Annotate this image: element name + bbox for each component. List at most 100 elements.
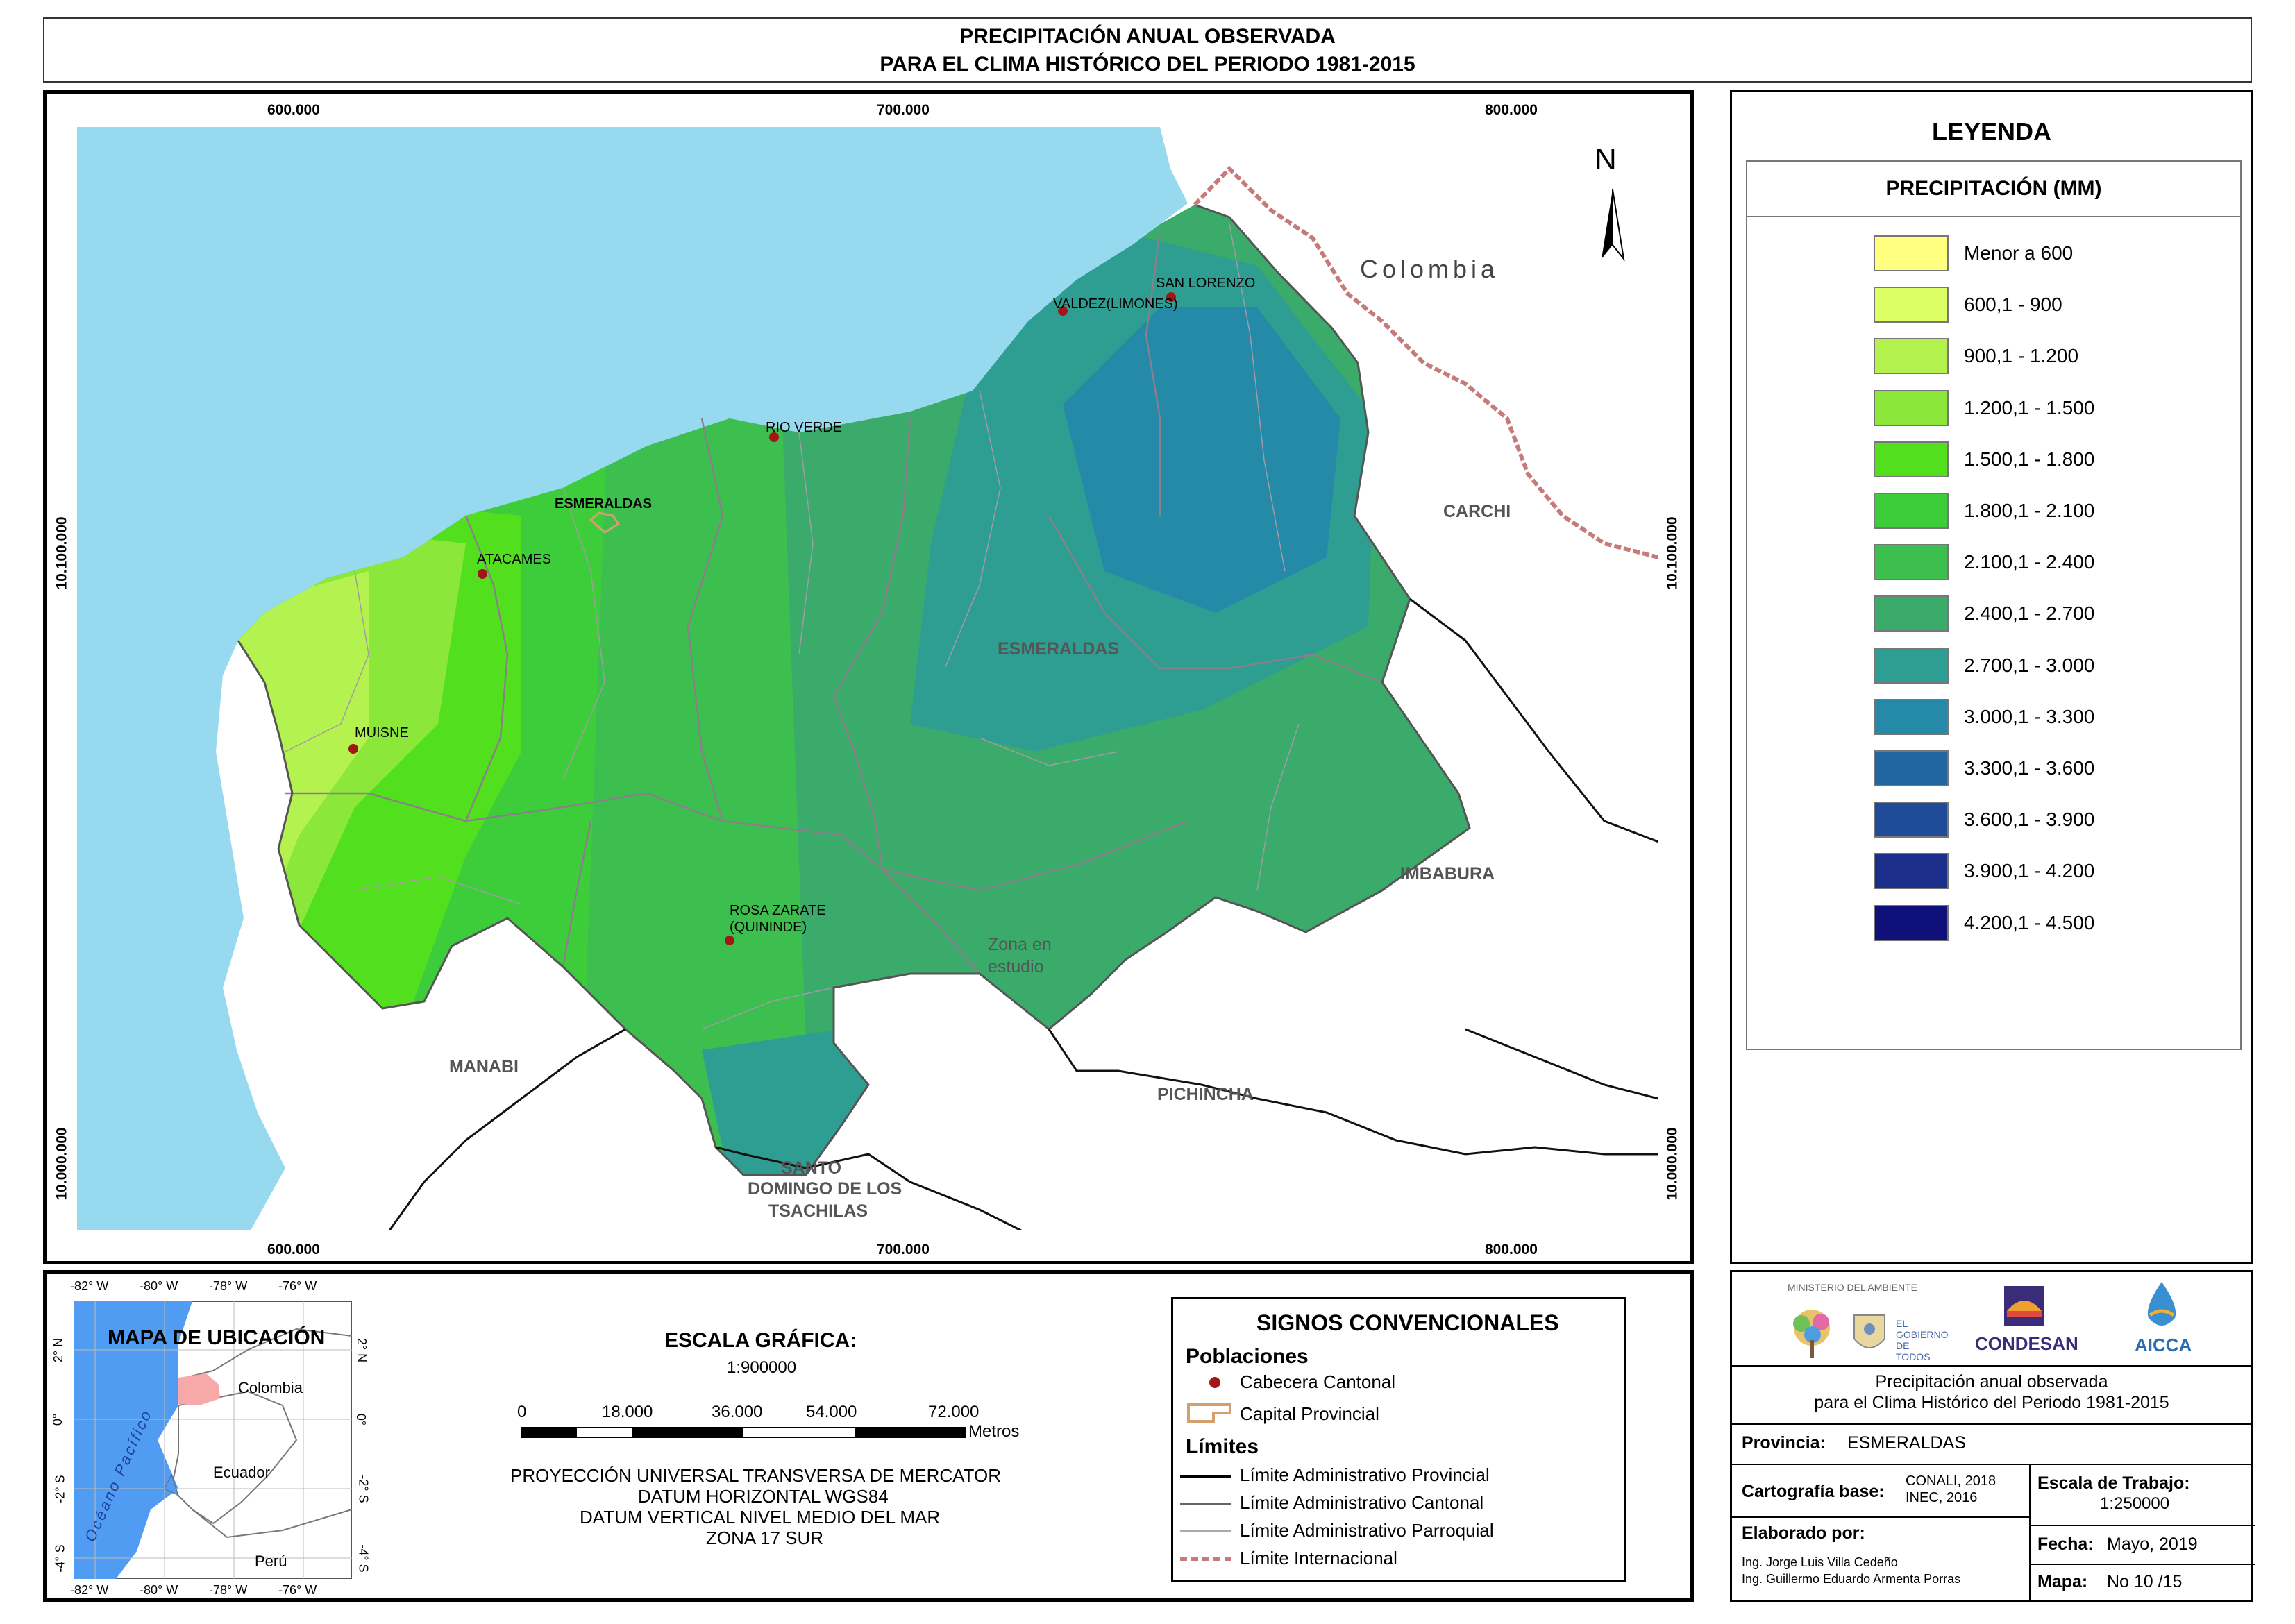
info-panel: MINISTERIO DEL AMBIENTE EL GOBIERNO DE T… xyxy=(1730,1270,2255,1602)
loc-x-tick-top-78: -78° W xyxy=(209,1279,248,1293)
signs-provincial: Límite Administrativo Provincial xyxy=(1240,1464,1490,1485)
legend-title: LEYENDA xyxy=(1931,117,2052,146)
cartografia-source-2: INEC, 2016 xyxy=(1906,1490,1978,1505)
loc-x-tick-top-76: -76° W xyxy=(278,1279,317,1293)
city-label-muisne: MUISNE xyxy=(355,725,409,741)
legend-label: 2.100,1 - 2.400 xyxy=(1964,551,2095,573)
city-label-valdez: VALDEZ(LIMONES) xyxy=(1053,296,1178,312)
legend-label: 1.800,1 - 2.100 xyxy=(1964,500,2095,521)
signs-limites-heading: Límites xyxy=(1186,1435,1259,1458)
scale-bar xyxy=(521,1427,966,1438)
region-label-santo-domingo-3: TSACHILAS xyxy=(768,1201,868,1221)
y-tick-right-10100000: 10.100.000 xyxy=(1664,516,1681,590)
scale-ratio: 1:900000 xyxy=(727,1358,797,1377)
cartografia-source-1: CONALI, 2018 xyxy=(1906,1473,1996,1489)
loc-y-tick-right-2s: -2° S xyxy=(356,1475,371,1503)
title-line-1: PRECIPITACIÓN ANUAL OBSERVADA xyxy=(959,25,1336,48)
internacional-line-icon xyxy=(1180,1557,1231,1561)
scale-tick-72000: 72.000 xyxy=(928,1403,980,1421)
description-line-2: para el Clima Histórico del Periodo 1981… xyxy=(1814,1393,2169,1412)
escala-label: Escala de Trabajo: xyxy=(2037,1473,2190,1493)
cartografia-label: Cartografía base: xyxy=(1742,1482,1885,1501)
city-label-atacames: ATACAMES xyxy=(477,552,552,567)
legend-swatch xyxy=(1874,698,1949,735)
legend-label: 3.900,1 - 4.200 xyxy=(1964,860,2095,882)
aicca-logo-icon xyxy=(2147,1282,2176,1326)
city-label-rosa-zarate-2: (QUININDE) xyxy=(730,920,807,935)
scale-title: ESCALA GRÁFICA: xyxy=(664,1329,857,1352)
capital-symbol-icon xyxy=(1187,1403,1231,1423)
author-2: Ing. Guillermo Eduardo Armenta Porras xyxy=(1742,1572,1961,1586)
parroquial-line-icon xyxy=(1180,1530,1231,1532)
loc-x-tick-bottom-82: -82° W xyxy=(70,1583,109,1597)
main-map-frame: 600.000 700.000 800.000 600.000 700.000 … xyxy=(43,90,1694,1264)
loc-x-tick-top-80: -80° W xyxy=(140,1279,178,1293)
gobierno-text: EL GOBIERNO DE TODOS xyxy=(1896,1318,1949,1362)
legend-swatch xyxy=(1874,287,1949,323)
legend-swatch xyxy=(1874,647,1949,684)
loc-y-tick-left-2s: -2° S xyxy=(53,1475,67,1503)
condesan-text: CONDESAN xyxy=(1975,1333,2078,1354)
region-label-carchi: CARCHI xyxy=(1443,502,1511,521)
description-line-1: Precipitación anual observada xyxy=(1875,1372,2108,1392)
mapa-value: No 10 /15 xyxy=(2107,1572,2183,1591)
scale-tick-0: 0 xyxy=(517,1403,527,1421)
projection-line-3: DATUM VERTICAL NIVEL MEDIO DEL MAR xyxy=(580,1507,941,1528)
ministerio-tree-icon xyxy=(1793,1310,1830,1358)
y-tick-right-10000000: 10.000.000 xyxy=(1664,1127,1681,1201)
aicca-text: AICCA xyxy=(2135,1335,2192,1355)
legend-label: 600,1 - 900 xyxy=(1964,294,2062,316)
x-tick-top-600: 600.000 xyxy=(267,102,320,118)
scale-tick-54000: 54.000 xyxy=(806,1403,857,1421)
legend-label: 2.400,1 - 2.700 xyxy=(1964,602,2095,625)
legend-label: 900,1 - 1.200 xyxy=(1964,345,2079,367)
x-tick-top-700: 700.000 xyxy=(877,102,930,118)
region-label-santo-domingo-1: SANTO xyxy=(781,1158,842,1178)
legend-swatch xyxy=(1874,904,1949,941)
legend-swatch xyxy=(1874,544,1949,581)
provincial-line-icon xyxy=(1180,1475,1231,1478)
x-tick-bottom-800: 800.000 xyxy=(1485,1242,1538,1258)
condesan-logo-icon xyxy=(2004,1286,2044,1326)
location-map-label-colombia: Colombia xyxy=(238,1379,303,1396)
legend-swatch xyxy=(1874,802,1949,838)
legend-header: PRECIPITACIÓN (MM) xyxy=(1747,162,2240,217)
loc-x-tick-bottom-80: -80° W xyxy=(140,1583,178,1597)
loc-y-tick-right-4s: -4° S xyxy=(356,1544,371,1573)
region-label-imbabura: IMBABURA xyxy=(1400,864,1495,883)
signs-cabecera: Cabecera Cantonal xyxy=(1240,1371,1396,1392)
ecuador-shield-icon xyxy=(1853,1314,1885,1348)
provincia-label: Provincia: xyxy=(1742,1433,1826,1453)
cantonal-line-icon xyxy=(1180,1503,1231,1505)
x-tick-bottom-600: 600.000 xyxy=(267,1242,320,1258)
author-1: Ing. Jorge Luis Villa Cedeño xyxy=(1742,1555,1898,1569)
signs-poblaciones-heading: Poblaciones xyxy=(1186,1345,1309,1368)
location-map-title: MAPA DE UBICACIÓN xyxy=(108,1326,326,1349)
legend-swatch xyxy=(1874,441,1949,477)
loc-y-tick-right-2n: 2° N xyxy=(355,1337,369,1363)
signs-internacional: Límite Internacional xyxy=(1240,1548,1397,1568)
legend-swatch xyxy=(1874,338,1949,375)
legend-swatch xyxy=(1874,595,1949,632)
scale-tick-36000: 36.000 xyxy=(712,1403,763,1421)
y-tick-left-10000000: 10.000.000 xyxy=(53,1127,70,1201)
city-label-rio-verde: RIO VERDE xyxy=(766,420,843,435)
location-map-label-ecuador: Ecuador xyxy=(213,1464,270,1481)
x-tick-top-800: 800.000 xyxy=(1485,102,1538,118)
provincia-value: ESMERALDAS xyxy=(1847,1433,1966,1453)
legend-label: 3.300,1 - 3.600 xyxy=(1964,757,2095,779)
fecha-label: Fecha: xyxy=(2037,1534,2094,1554)
legend-swatch xyxy=(1874,389,1949,426)
region-label-pichincha: PICHINCHA xyxy=(1157,1085,1254,1104)
legend-label: 4.200,1 - 4.500 xyxy=(1964,911,2095,933)
x-tick-bottom-700: 700.000 xyxy=(877,1242,930,1258)
city-label-san-lorenzo: SAN LORENZO xyxy=(1156,276,1256,291)
elaborado-label: Elaborado por: xyxy=(1742,1523,1865,1543)
legend-label: 1.500,1 - 1.800 xyxy=(1964,448,2095,470)
projection-line-1: PROYECCIÓN UNIVERSAL TRANSVERSA DE MERCA… xyxy=(510,1465,1001,1486)
bottom-panel: MAPA DE UBICACIÓN Colombia Ecuador Perú … xyxy=(43,1270,1694,1602)
region-label-esmeraldas: ESMERALDAS xyxy=(998,639,1120,659)
signs-capital: Capital Provincial xyxy=(1240,1403,1379,1424)
signs-title: SIGNOS CONVENCIONALES xyxy=(1256,1310,1559,1335)
north-arrow-icon xyxy=(1602,189,1625,262)
